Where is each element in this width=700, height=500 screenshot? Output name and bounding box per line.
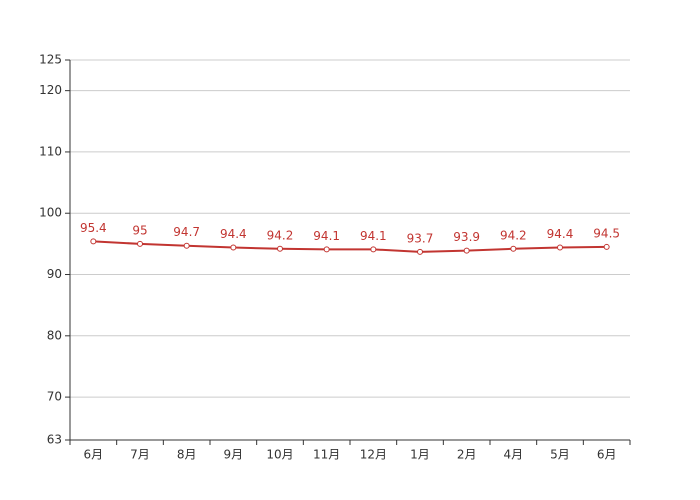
line bbox=[93, 240, 607, 253]
data-label: 94.2 bbox=[500, 228, 527, 242]
x-tick-label: 7月 bbox=[130, 448, 150, 462]
point bbox=[183, 242, 190, 249]
x-tick-label: 9月 bbox=[224, 448, 244, 462]
x-tick-label: 12月 bbox=[360, 448, 387, 462]
point bbox=[463, 247, 470, 254]
data-label: 93.7 bbox=[407, 231, 434, 245]
y-tick-label: 90 bbox=[47, 267, 62, 281]
point bbox=[510, 245, 517, 252]
y-tick-label: 110 bbox=[39, 144, 62, 158]
data-label: 94.7 bbox=[173, 225, 200, 239]
data-label: 94.4 bbox=[547, 227, 574, 241]
x-tick-label: 6月 bbox=[597, 448, 617, 462]
point bbox=[557, 244, 563, 251]
x-tick-label: 8月 bbox=[177, 448, 197, 462]
y-tick-label: 100 bbox=[39, 206, 62, 220]
point bbox=[323, 246, 330, 253]
x-tick-label: 6月 bbox=[84, 448, 104, 462]
data-label: 95 bbox=[132, 223, 147, 237]
data-label: 95.4 bbox=[80, 221, 107, 235]
data-label: 94.1 bbox=[313, 229, 340, 243]
y-tick-label: 120 bbox=[39, 83, 62, 97]
point bbox=[137, 240, 143, 247]
point bbox=[90, 238, 97, 245]
point bbox=[230, 244, 237, 251]
point bbox=[603, 243, 610, 250]
data-label: 94.2 bbox=[267, 228, 294, 242]
x-tick-label: 11月 bbox=[313, 448, 340, 462]
point bbox=[417, 248, 423, 255]
y-tick-label: 70 bbox=[47, 390, 62, 404]
y-tick-label: 80 bbox=[47, 328, 62, 342]
x-tick-label: 1月 bbox=[410, 448, 430, 462]
x-tick-label: 5月 bbox=[550, 448, 570, 462]
data-label: 94.5 bbox=[593, 226, 620, 240]
x-tick-label: 2月 bbox=[457, 448, 477, 462]
data-label: 94.4 bbox=[220, 227, 247, 241]
x-tick-label: 10月 bbox=[266, 448, 293, 462]
data-label: 94.1 bbox=[360, 229, 387, 243]
y-tick-label: 63 bbox=[47, 433, 62, 447]
point bbox=[370, 246, 377, 253]
data-label: 93.9 bbox=[453, 230, 480, 244]
x-tick-label: 4月 bbox=[504, 448, 524, 462]
point bbox=[277, 245, 283, 252]
y-tick-label: 125 bbox=[39, 53, 62, 67]
